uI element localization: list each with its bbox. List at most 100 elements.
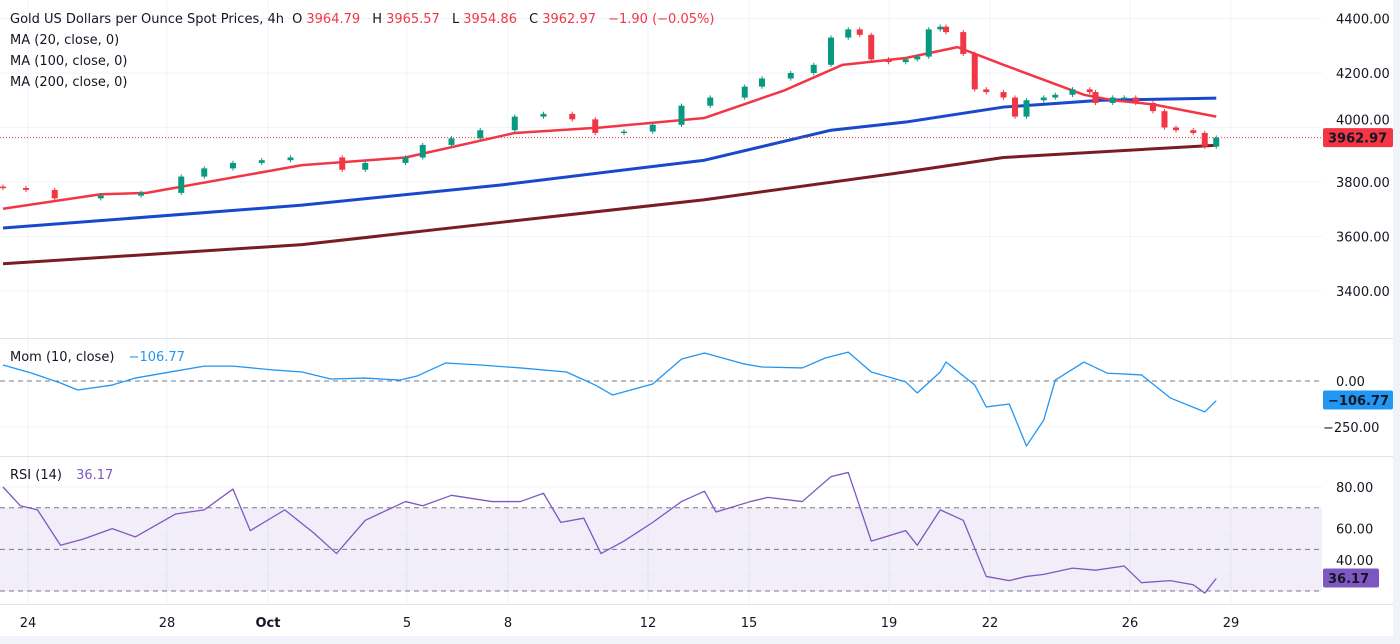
candle [868,32,875,62]
time-tick-label: Oct [256,616,281,631]
ma200-line [2,143,1217,266]
candle [845,27,852,40]
candle-body [362,162,369,170]
price-tick-label: 3600.00 [1336,231,1390,246]
rsi-value: 36.17 [76,468,114,483]
mom-tick-label: −250.00 [1323,421,1379,436]
candle-body [402,157,409,163]
candle-body [339,157,346,170]
candle-body [258,160,265,163]
price-tick-label: 4400.00 [1336,13,1390,28]
candle-body [511,116,518,131]
candle [937,24,944,32]
candle [339,155,346,172]
time-tick-label: 22 [982,616,999,631]
open-label: O [292,12,303,27]
high-number: 3965.57 [386,12,440,27]
candle-body [1069,89,1076,95]
open-number: 3964.79 [306,12,361,27]
candle-body [1000,92,1007,98]
candle [138,190,144,198]
candle-body [97,195,104,199]
candle-body [1150,102,1156,112]
candle [448,136,455,148]
candle-body [419,144,426,158]
ma20-line [2,45,1217,210]
open-value: O 3964.79 [292,12,364,27]
candle [23,185,29,193]
candle [230,160,236,171]
rsi-line [2,471,1217,594]
time-tick-label: 28 [159,616,176,631]
candle [477,128,484,141]
rsi-current-label-box [1323,568,1379,588]
candle-body [1109,97,1116,103]
price-axis-area [1322,0,1400,644]
right-edge [1393,0,1400,644]
candle [1150,100,1156,114]
candle [1213,135,1220,149]
price-tick-label: 3400.00 [1336,285,1390,300]
candle [1201,130,1208,149]
candle-body [1132,97,1139,103]
candle-body [1040,97,1047,101]
candle-body [1092,92,1099,103]
time-tick-label: 15 [741,616,758,631]
mom-title: Mom (10, close) [10,350,115,365]
candle-body [178,176,185,193]
candle-body [569,113,576,120]
rsi-legend[interactable]: RSI (14) 36.17 [10,468,117,483]
candle-body [759,78,765,87]
candle [402,155,409,166]
ma20-legend[interactable]: MA (20, close, 0) [10,33,120,48]
candle-body [885,59,892,63]
candle [1023,98,1030,119]
candle-body [1012,97,1018,117]
candle [1086,87,1093,95]
bottom-bar [0,636,1400,644]
mom-value: −106.77 [128,350,185,365]
ma100-legend[interactable]: MA (100, close, 0) [10,54,128,69]
price-legend: Gold US Dollars per Ounce Spot Prices, 4… [10,12,718,27]
candle [649,122,656,134]
candle-body [828,37,834,65]
candle [902,57,909,65]
rsi-current-label: 36.17 [1328,572,1369,587]
time-tick-label: 19 [881,616,898,631]
mom-legend[interactable]: Mom (10, close) −106.77 [10,350,189,365]
time-tick-label: 29 [1223,616,1240,631]
candle-body [201,168,208,177]
candle-body [925,29,932,57]
ma200-legend[interactable]: MA (200, close, 0) [10,75,128,90]
candle [1173,125,1179,133]
candle [741,84,748,100]
candle-body [230,162,236,169]
candle-body [983,89,990,93]
price-tick-label: 4000.00 [1336,114,1390,129]
candle [810,62,817,76]
candle [678,103,685,127]
candle [97,193,104,201]
candle [1012,95,1018,119]
mom-tick-label: 0.00 [1336,375,1365,390]
symbol-title: Gold US Dollars per Ounce Spot Prices, 4… [10,12,284,27]
candle [707,95,714,108]
candle-body [51,189,58,199]
rsi-tick-label: 80.00 [1336,481,1373,496]
candle [914,54,921,62]
candle [1161,108,1168,130]
candle-body [937,26,944,30]
candle-body [138,192,144,196]
candle [759,76,765,89]
candle-body [960,32,967,54]
candle [885,57,892,65]
candle-body [448,138,455,145]
candle-body [1052,94,1059,98]
low-label: L [451,12,460,27]
candle [362,160,369,172]
candle [419,142,426,160]
candle [1190,128,1197,136]
low-number: 3954.86 [463,12,517,27]
last-price-label: 3962.97 [1328,132,1387,147]
